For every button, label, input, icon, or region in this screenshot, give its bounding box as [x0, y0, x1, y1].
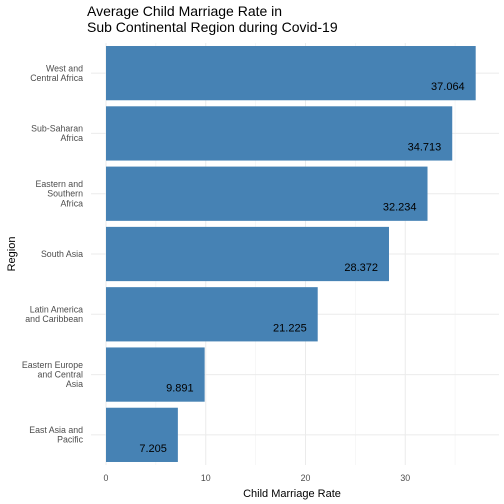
chart-title: Average Child Marriage Rate in Sub Contin…: [87, 3, 338, 35]
data-label: 9.891: [166, 383, 194, 395]
data-label: 34.713: [408, 141, 442, 153]
x-tick-label: 30: [400, 473, 410, 483]
x-tick-label: 0: [104, 473, 109, 483]
y-tick-label: Eastern and Southern Africa: [36, 179, 84, 208]
data-label: 7.205: [139, 443, 167, 455]
y-tick-label: Sub-Saharan Africa: [31, 124, 83, 144]
data-label: 21.225: [273, 322, 307, 334]
y-tick-label: South Asia: [41, 249, 83, 259]
x-axis-tick-labels: 0 10 20 30: [104, 473, 411, 483]
x-axis-title: Child Marriage Rate: [243, 488, 341, 500]
x-tick-label: 10: [201, 473, 211, 483]
data-label: 28.372: [344, 262, 378, 274]
bar: [106, 46, 476, 100]
x-tick-label: 20: [301, 473, 311, 483]
y-tick-label: East Asia and Pacific: [29, 425, 83, 445]
y-tick-label: Latin America and Caribbean: [25, 304, 83, 324]
bar: [106, 167, 428, 221]
y-axis-title: Region: [6, 237, 18, 272]
y-tick-label: West and Central Africa: [30, 63, 83, 83]
data-label: 32.234: [383, 202, 417, 214]
bar: [106, 106, 452, 160]
y-tick-label: Eastern Europe and Central Asia: [22, 360, 83, 389]
data-label: 37.064: [431, 81, 465, 93]
y-axis-tick-labels: West and Central Africa Sub-Saharan Africa E…: [22, 63, 84, 444]
